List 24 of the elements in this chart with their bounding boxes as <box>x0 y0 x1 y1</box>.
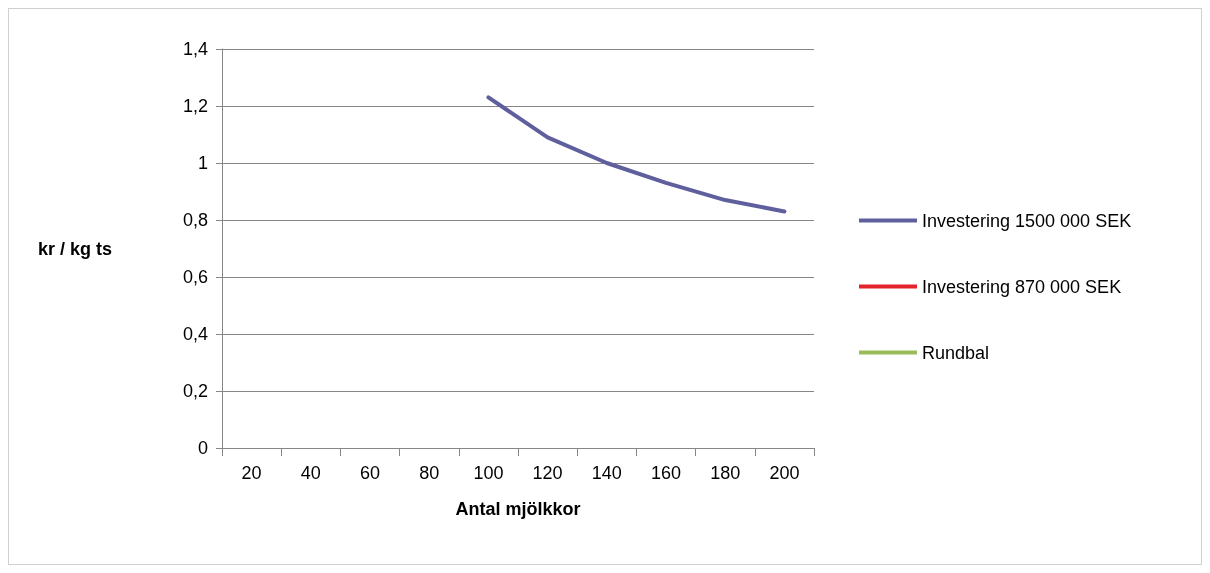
y-tick-label: 1 <box>197 153 208 173</box>
y-tick-label: 0,4 <box>182 324 208 344</box>
y-axis-title: kr / kg ts <box>37 238 112 259</box>
y-tick-label: 0,8 <box>182 210 208 230</box>
x-tick-label: 160 <box>650 463 682 483</box>
x-tick-label: 140 <box>591 463 622 483</box>
x-tick-label: 120 <box>532 463 563 483</box>
y-tick-label: 1,4 <box>182 39 208 59</box>
x-tick-label: 200 <box>769 463 800 483</box>
x-axis-title: Antal mjölkkor <box>455 499 581 519</box>
x-tick-label: 20 <box>241 463 262 483</box>
legend-label: Rundbal <box>922 342 990 363</box>
x-tick-label: 80 <box>419 463 440 483</box>
y-tick-label: 0,6 <box>182 267 208 287</box>
x-tick-label: 100 <box>473 463 504 483</box>
y-tick-label: 0 <box>197 438 208 458</box>
y-tick-label: 0,2 <box>182 381 208 401</box>
legend-label: Investering 1500 000 SEK <box>922 210 1132 231</box>
line-series <box>486 95 787 214</box>
y-tick-label: 1,2 <box>182 96 208 116</box>
legend-label: Investering 870 000 SEK <box>922 276 1122 297</box>
x-tick-label: 40 <box>300 463 321 483</box>
x-tick-label: 180 <box>710 463 741 483</box>
x-tick-label: 60 <box>359 463 381 483</box>
